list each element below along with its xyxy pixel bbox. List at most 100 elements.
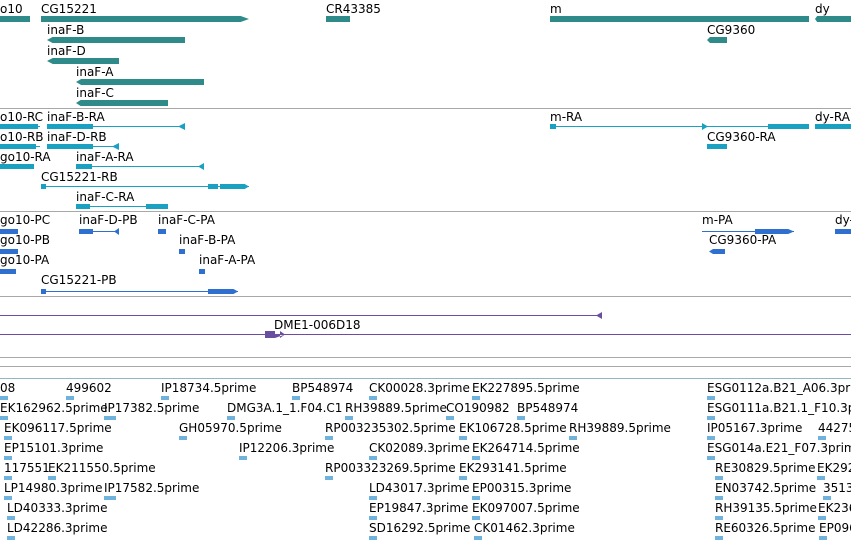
est-label[interactable]: EN03742.5prime bbox=[715, 481, 817, 495]
est-label[interactable]: EP19847.3prime bbox=[369, 501, 469, 515]
est-label[interactable]: EK236 bbox=[818, 501, 851, 515]
protein-label[interactable]: m-PA bbox=[702, 213, 733, 227]
transcript-glyph[interactable] bbox=[41, 186, 249, 187]
est-label[interactable]: RH39889.5prime bbox=[345, 401, 447, 415]
clone-glyph[interactable] bbox=[0, 315, 602, 316]
gene-glyph[interactable] bbox=[815, 16, 851, 22]
est-glyph[interactable] bbox=[369, 516, 377, 520]
est-label[interactable]: IP12206.3prime bbox=[239, 441, 335, 455]
est-label[interactable]: 499602 bbox=[66, 381, 112, 395]
transcript-label[interactable]: o10-RC bbox=[0, 110, 44, 124]
protein-glyph[interactable] bbox=[199, 269, 205, 274]
protein-glyph[interactable] bbox=[158, 229, 166, 234]
transcript-label[interactable]: o10-RB bbox=[0, 130, 44, 144]
est-glyph[interactable] bbox=[7, 536, 15, 540]
transcript-glyph[interactable] bbox=[76, 206, 168, 207]
protein-label[interactable]: inaF-D-PB bbox=[79, 213, 138, 227]
gene-label[interactable]: CG15221 bbox=[41, 2, 97, 16]
gene-glyph[interactable] bbox=[47, 37, 185, 43]
est-glyph[interactable] bbox=[369, 396, 377, 400]
clone-label[interactable]: DME1-006D18 bbox=[274, 318, 361, 332]
est-label[interactable]: BP548974 bbox=[517, 401, 579, 415]
est-glyph[interactable] bbox=[104, 416, 116, 420]
protein-label[interactable]: inaF-C-PA bbox=[158, 213, 215, 227]
est-glyph[interactable] bbox=[569, 436, 577, 440]
gene-glyph[interactable] bbox=[41, 16, 249, 22]
transcript-label[interactable]: go10-RA bbox=[0, 150, 51, 164]
protein-glyph[interactable] bbox=[835, 229, 851, 234]
est-glyph[interactable] bbox=[369, 536, 377, 540]
est-label[interactable]: EK292 bbox=[817, 461, 851, 475]
transcript-glyph[interactable] bbox=[47, 126, 185, 127]
est-glyph[interactable] bbox=[472, 516, 480, 520]
protein-label[interactable]: go10-PC bbox=[0, 213, 51, 227]
est-glyph[interactable] bbox=[715, 496, 723, 500]
protein-label[interactable]: inaF-A-PA bbox=[199, 253, 256, 267]
est-label[interactable]: IP17382.5prime bbox=[104, 401, 200, 415]
est-glyph[interactable] bbox=[715, 536, 723, 540]
gene-glyph[interactable] bbox=[707, 37, 727, 43]
protein-glyph[interactable] bbox=[0, 249, 18, 254]
protein-glyph[interactable] bbox=[41, 291, 238, 292]
est-label[interactable]: RP003323269.5prime bbox=[325, 461, 456, 475]
est-glyph[interactable] bbox=[707, 436, 715, 440]
est-glyph[interactable] bbox=[325, 476, 333, 480]
est-label[interactable]: EP15101.3prime bbox=[4, 441, 104, 455]
est-label[interactable]: RH39135.5prime bbox=[715, 501, 817, 515]
gene-glyph[interactable] bbox=[47, 58, 119, 64]
protein-glyph[interactable] bbox=[0, 229, 18, 234]
gene-glyph[interactable] bbox=[76, 100, 168, 106]
est-glyph[interactable] bbox=[707, 396, 715, 400]
gene-label[interactable]: CG9360 bbox=[707, 23, 756, 37]
est-glyph[interactable] bbox=[161, 396, 169, 400]
est-label[interactable]: BP548974 bbox=[292, 381, 354, 395]
est-glyph[interactable] bbox=[104, 496, 116, 500]
gene-glyph[interactable] bbox=[550, 16, 809, 22]
transcript-label[interactable]: CG15221-RB bbox=[41, 170, 118, 184]
est-glyph[interactable] bbox=[459, 476, 467, 480]
est-glyph[interactable] bbox=[369, 456, 377, 460]
transcript-glyph[interactable] bbox=[76, 166, 204, 167]
est-label[interactable]: DMG3A.1_1.F04.C1 bbox=[227, 401, 343, 415]
transcript-label[interactable]: inaF-A-RA bbox=[76, 150, 134, 164]
transcript-label[interactable]: inaF-B-RA bbox=[47, 110, 105, 124]
protein-glyph[interactable] bbox=[79, 231, 119, 232]
protein-label[interactable]: CG9360-PA bbox=[709, 233, 777, 247]
est-label[interactable]: RE60326.5prime bbox=[715, 521, 816, 535]
est-glyph[interactable] bbox=[48, 476, 56, 480]
est-glyph[interactable] bbox=[446, 416, 454, 420]
est-label[interactable]: ESG0111a.B21.1_F10.3p bbox=[707, 401, 851, 415]
gene-glyph[interactable] bbox=[326, 16, 350, 22]
est-label[interactable]: EK096117.5prime bbox=[4, 421, 112, 435]
est-label[interactable]: RH39889.5prime bbox=[569, 421, 671, 435]
est-label[interactable]: EK293141.5prime bbox=[459, 461, 567, 475]
gene-label[interactable]: o10 bbox=[0, 2, 23, 16]
est-label[interactable]: EK162962.5prime bbox=[0, 401, 108, 415]
est-glyph[interactable] bbox=[818, 436, 826, 440]
gene-label[interactable]: m bbox=[550, 2, 562, 16]
est-label[interactable]: IP18734.5prime bbox=[161, 381, 257, 395]
est-glyph[interactable] bbox=[707, 456, 715, 460]
est-label[interactable]: CO190982 bbox=[446, 401, 510, 415]
est-glyph[interactable] bbox=[517, 416, 525, 420]
est-label[interactable]: 117551 bbox=[4, 461, 50, 475]
est-label[interactable]: CK01462.3prime bbox=[474, 521, 575, 535]
protein-glyph[interactable] bbox=[709, 249, 725, 254]
est-label[interactable]: GH05970.5prime bbox=[179, 421, 282, 435]
est-label[interactable]: EK097007.5prime bbox=[472, 501, 580, 515]
est-glyph[interactable] bbox=[179, 436, 187, 440]
gene-label[interactable]: inaF-A bbox=[76, 65, 114, 79]
gene-label[interactable]: inaF-C bbox=[76, 86, 114, 100]
est-glyph[interactable] bbox=[472, 496, 480, 500]
transcript-label[interactable]: dy-RA bbox=[815, 110, 850, 124]
est-label[interactable]: 08 bbox=[0, 381, 16, 395]
est-glyph[interactable] bbox=[4, 476, 12, 480]
protein-glyph[interactable] bbox=[179, 249, 185, 254]
est-glyph[interactable] bbox=[817, 476, 825, 480]
est-label[interactable]: ESG0112a.B21_A06.3pr bbox=[707, 381, 851, 395]
est-label[interactable]: LP14980.3prime bbox=[4, 481, 103, 495]
est-label[interactable]: EP096 bbox=[819, 521, 851, 535]
gene-label[interactable]: inaF-B bbox=[47, 23, 85, 37]
protein-glyph[interactable] bbox=[702, 231, 794, 232]
est-glyph[interactable] bbox=[325, 436, 333, 440]
